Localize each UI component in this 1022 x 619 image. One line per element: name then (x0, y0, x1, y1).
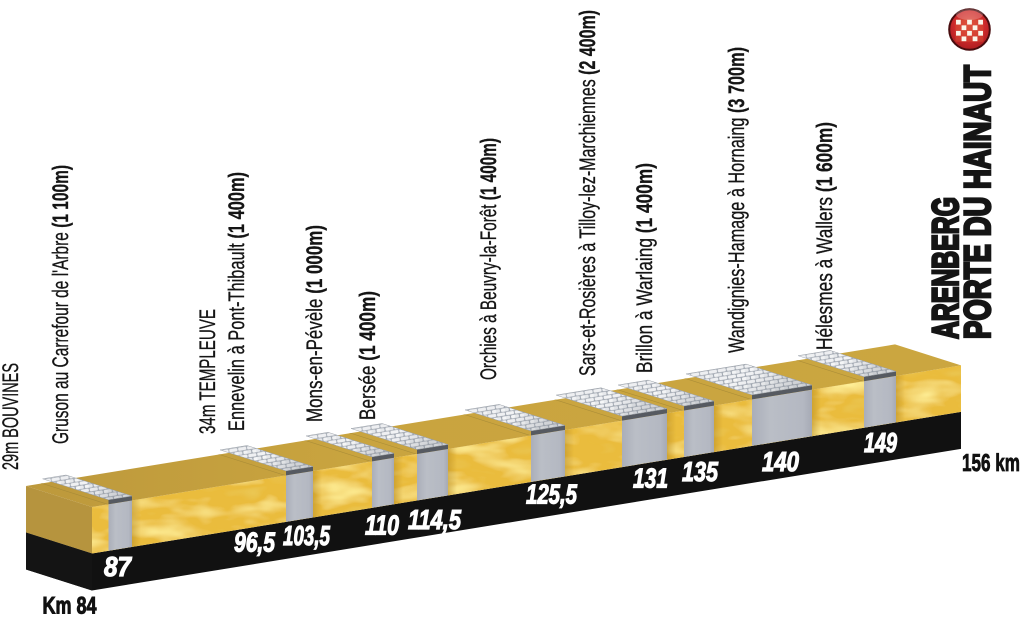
svg-text:Brillon à Warlaing (1 400m): Brillon à Warlaing (1 400m) (632, 163, 657, 373)
svg-text:Mons-en-Pévèle (1 000m): Mons-en-Pévèle (1 000m) (302, 225, 327, 422)
svg-text:Ennevelin à Pont-Thibault (1 4: Ennevelin à Pont-Thibault (1 400m) (224, 172, 249, 431)
svg-text:Bersée (1 400m): Bersée (1 400m) (355, 291, 380, 420)
svg-text:103,5: 103,5 (283, 520, 330, 551)
svg-text:Km 84: Km 84 (43, 593, 97, 619)
svg-text:140: 140 (762, 446, 800, 477)
svg-text:131: 131 (633, 463, 668, 494)
svg-text:Hélesmes à Wallers (1 600m): Hélesmes à Wallers (1 600m) (812, 122, 837, 350)
svg-text:Gruson au Carrefour de l'Arbre: Gruson au Carrefour de l'Arbre (1 100m) (48, 165, 73, 444)
svg-text:125,5: 125,5 (526, 479, 578, 510)
svg-text:34m TEMPLEUVE: 34m TEMPLEUVE (195, 309, 220, 434)
svg-text:87: 87 (104, 551, 133, 582)
svg-text:ARENBERG: ARENBERG (925, 197, 966, 339)
svg-text:156 km: 156 km (962, 450, 1020, 477)
svg-text:PORTE DU HAINAUT: PORTE DU HAINAUT (957, 65, 998, 339)
svg-text:149: 149 (864, 427, 898, 458)
svg-text:96,5: 96,5 (234, 527, 276, 558)
svg-text:114,5: 114,5 (408, 504, 462, 535)
svg-text:Orchies à Beuvry-la-Forêt (1 4: Orchies à Beuvry-la-Forêt (1 400m) (476, 138, 501, 380)
svg-text:Wandignies-Hamage à Hornaing (: Wandignies-Hamage à Hornaing (3 700m) (724, 47, 749, 353)
svg-text:29m BOUVINES: 29m BOUVINES (0, 363, 23, 470)
svg-text:110: 110 (365, 510, 400, 541)
svg-text:Sars-et-Rosières à Tilloy-lez-: Sars-et-Rosières à Tilloy-lez-Marchienne… (575, 10, 600, 376)
svg-text:135: 135 (682, 456, 719, 487)
